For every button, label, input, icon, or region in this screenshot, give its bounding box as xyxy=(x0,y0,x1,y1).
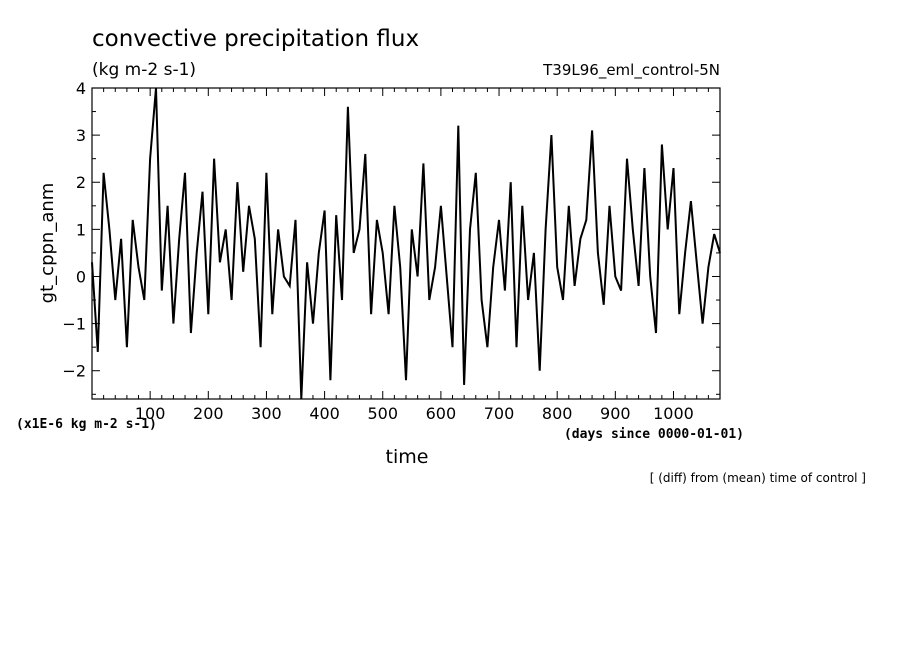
y-tick-label: 0 xyxy=(76,267,86,286)
y-tick-label: 3 xyxy=(76,126,86,145)
x-tick-label: 200 xyxy=(193,404,224,423)
x-tick-label: 500 xyxy=(367,404,398,423)
y-tick-label: −2 xyxy=(62,362,86,381)
y-tick-label: 4 xyxy=(76,79,86,98)
x-tick-label: 900 xyxy=(600,404,631,423)
footnote: [ (diff) from (mean) time of control ] xyxy=(650,471,866,485)
y-unit-note: (x1E-6 kg m-2 s-1) xyxy=(16,417,157,432)
x-tick-label: 100 xyxy=(135,404,166,423)
y-tick-label: 1 xyxy=(76,220,86,239)
y-tick-label: 2 xyxy=(76,173,86,192)
chart-subtitle-run: T39L96_eml_control-5N xyxy=(542,61,720,80)
x-tick-label: 700 xyxy=(484,404,515,423)
x-tick-label: 600 xyxy=(426,404,457,423)
chart-subtitle-units: (kg m-2 s-1) xyxy=(92,60,196,80)
series-line xyxy=(91,87,721,400)
x-tick-label: 800 xyxy=(542,404,573,423)
plot-frame xyxy=(91,87,721,400)
y-axis-label: gt_cppn_anm xyxy=(37,183,58,304)
chart-title: convective precipitation flux xyxy=(92,26,419,52)
x-tick-label: 300 xyxy=(251,404,282,423)
x-tick-label: 1000 xyxy=(653,404,694,423)
x-axis-label: time xyxy=(386,446,429,468)
x-axis: 100 200 300 400 500 600 700 800 900 1000 xyxy=(103,88,709,423)
y-tick-label: −1 xyxy=(62,315,86,334)
y-axis: −2 −1 0 1 2 3 4 xyxy=(62,79,720,395)
x-tick-label: 400 xyxy=(309,404,340,423)
x-unit-note: (days since 0000-01-01) xyxy=(564,427,744,442)
